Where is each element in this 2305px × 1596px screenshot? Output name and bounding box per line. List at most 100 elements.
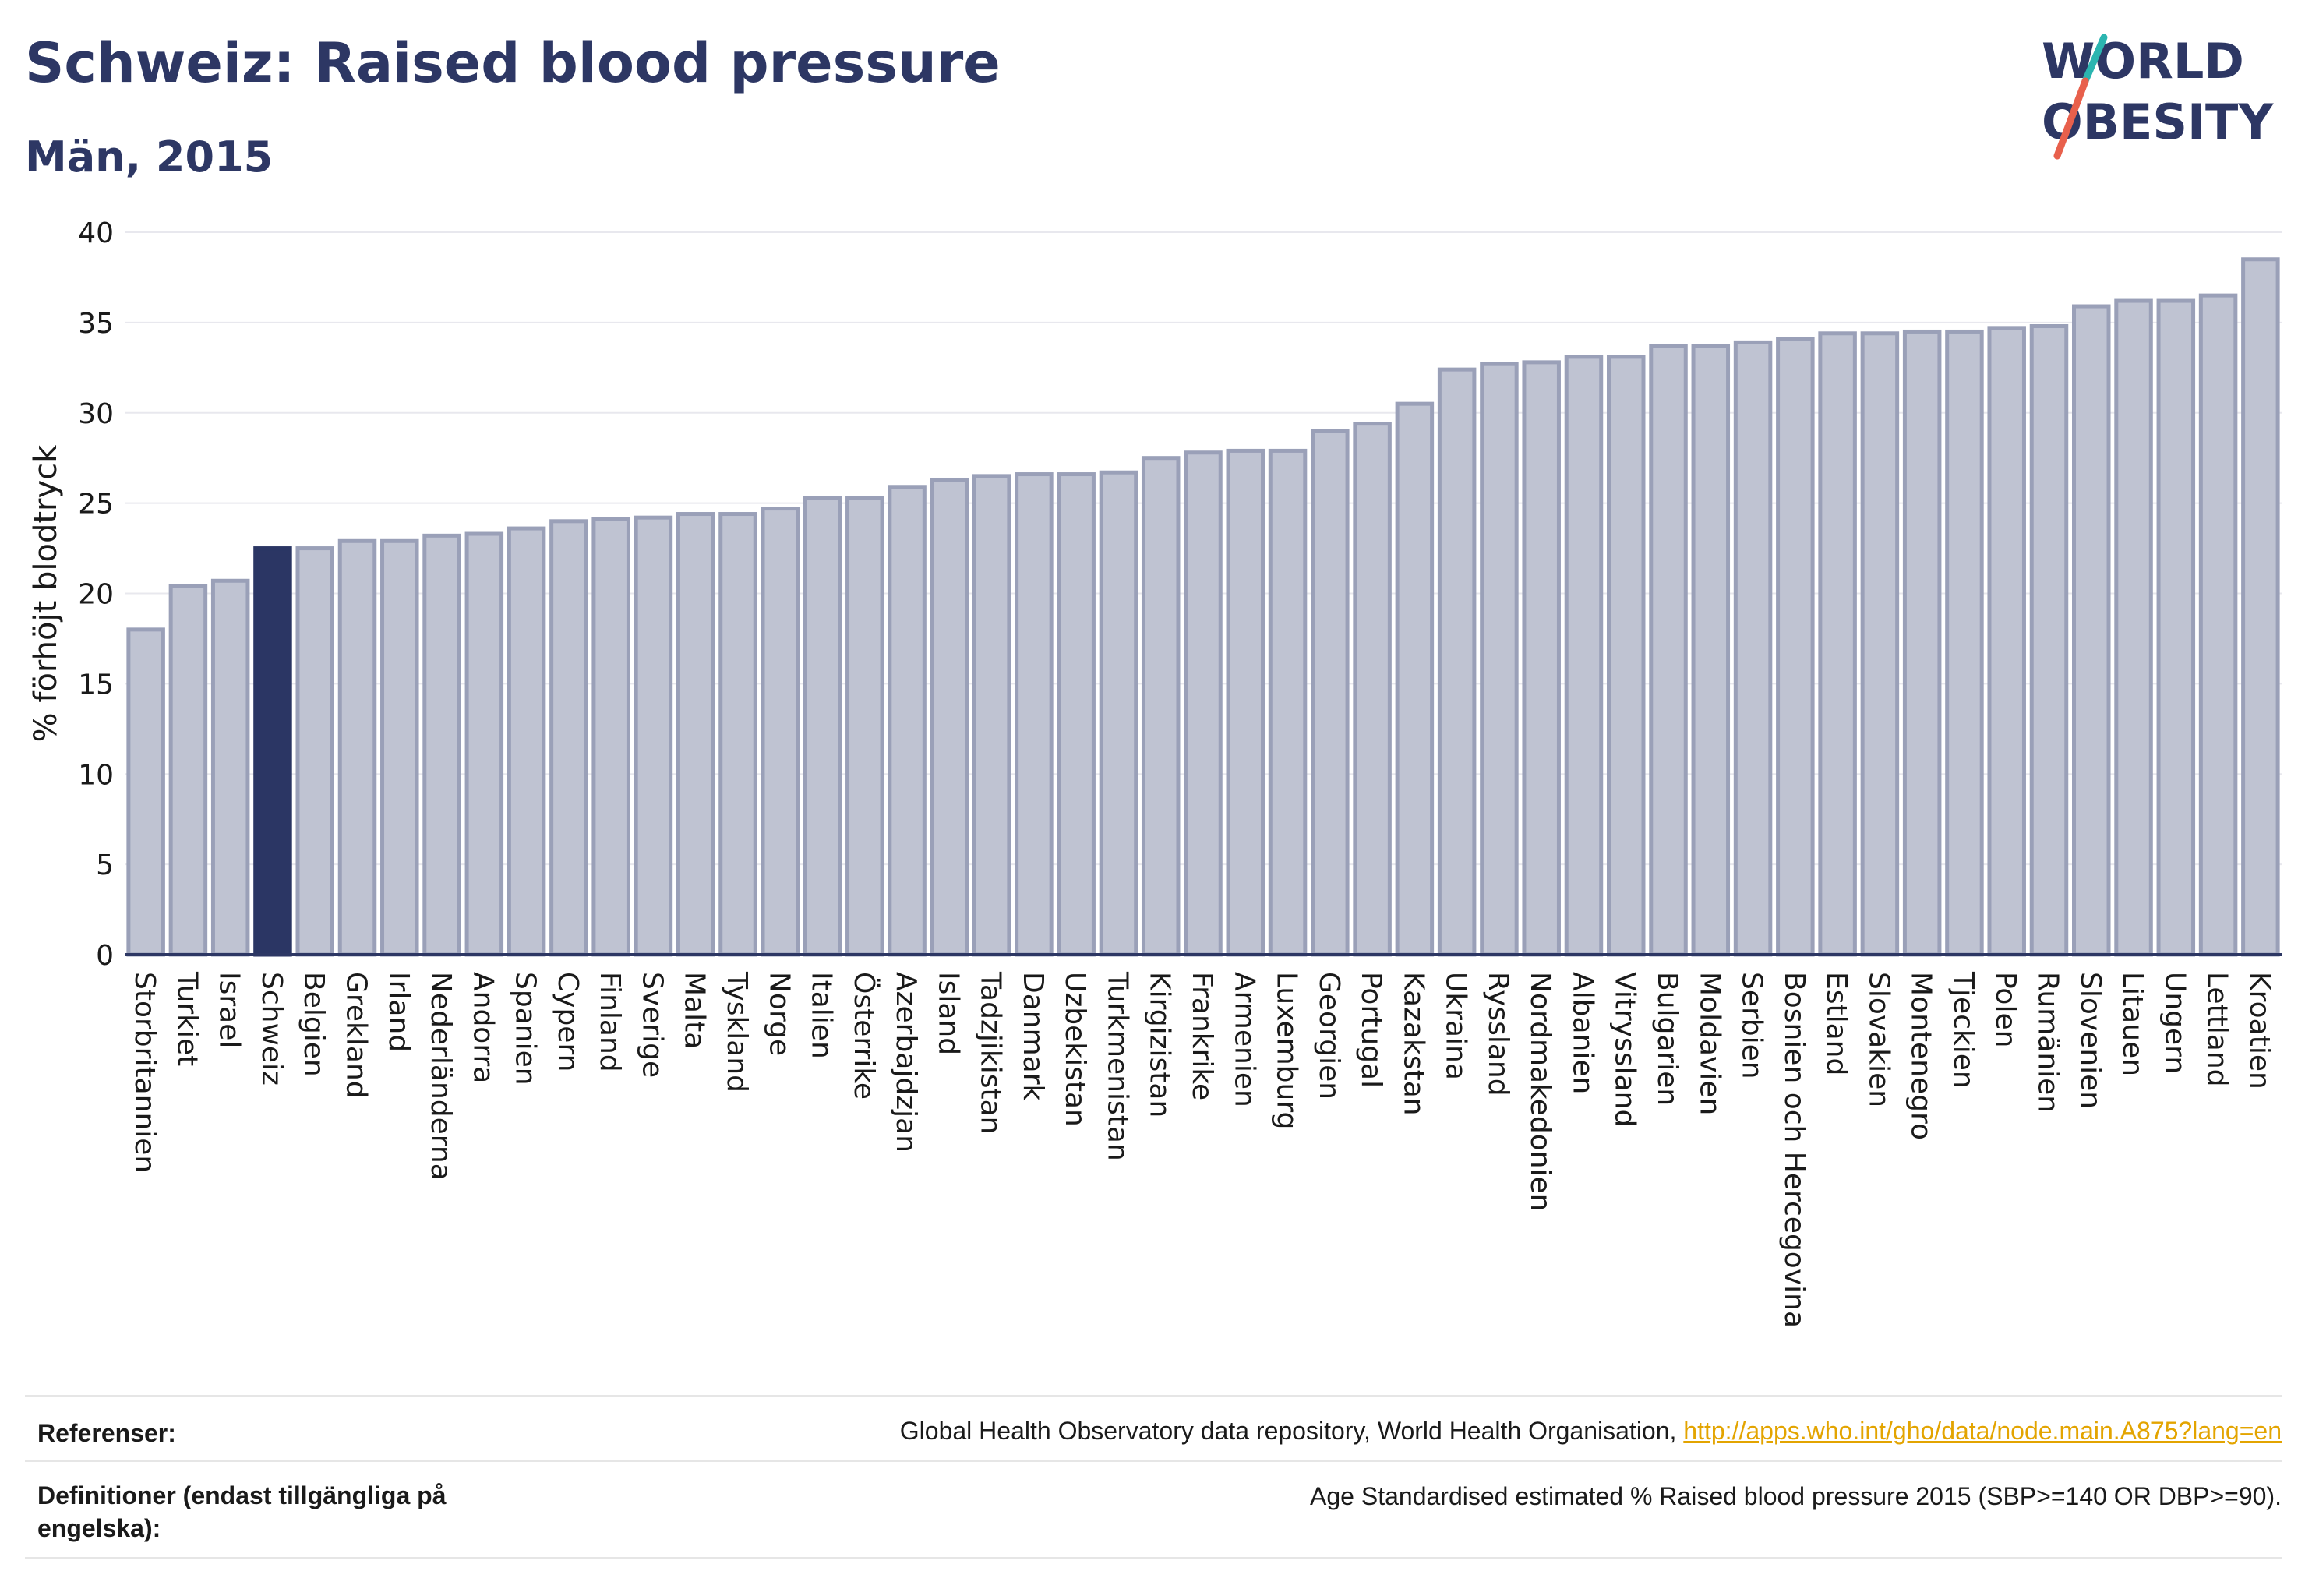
bar-ryssland [1480, 362, 1519, 957]
x-tick-label: Nederländerna [425, 972, 457, 1181]
x-tick-label: Norge [763, 972, 795, 1056]
x-tick-label: Ungern [2159, 972, 2190, 1074]
bar-israel [210, 578, 250, 957]
x-tick-label: Italien [806, 972, 838, 1059]
y-tick-label: 15 [78, 669, 114, 701]
x-tick-label: Estland [1820, 972, 1852, 1075]
y-tick-label: 30 [78, 398, 114, 430]
x-tick-label: Rumänien [2031, 972, 2063, 1113]
x-tick-label: Turkmenistan [1101, 971, 1133, 1161]
bar-norge [761, 507, 800, 957]
x-tick-label: Tyskland [721, 971, 753, 1093]
y-tick-label: 5 [96, 849, 114, 881]
x-tick-label: Lettland [2201, 972, 2233, 1087]
bar-polen [1987, 326, 2026, 957]
x-tick-label: Malta [679, 972, 711, 1049]
y-tick-label: 25 [78, 489, 114, 521]
bar-vitryssland [1606, 355, 1646, 957]
references-text: Global Health Observatory data repositor… [900, 1417, 2282, 1446]
y-tick-label: 35 [78, 308, 114, 340]
bar-luxemburg [1268, 448, 1308, 957]
x-tick-label: Turkiet [171, 971, 203, 1066]
x-tick-label: Finland [594, 972, 626, 1072]
logo-line1: WORLD [2042, 33, 2244, 90]
footer-divider-bottom [25, 1557, 2282, 1559]
chart-subtitle: Män, 2015 [25, 132, 274, 182]
bar-turkiet [168, 584, 208, 957]
x-tick-label: Slovakien [1862, 972, 1894, 1107]
bar-slovakien [1860, 331, 1900, 957]
bar-frankrike [1184, 450, 1223, 957]
bar-kroatien [2241, 257, 2280, 957]
logo-slash-red [2053, 77, 2089, 160]
world-obesity-logo: WORLD OBESITY [2042, 33, 2274, 160]
x-tick-label: Schweiz [256, 972, 288, 1086]
bar-schweiz [253, 546, 292, 957]
x-tick-label: Vitryssland [1609, 972, 1641, 1127]
bar-österrike [845, 496, 884, 957]
x-tick-label: Tjeckien [1947, 971, 1979, 1089]
x-tick-label: Israel [214, 972, 245, 1048]
bar-kirgizistan [1141, 456, 1181, 957]
bar-albanien [1564, 355, 1604, 957]
definitions-label: Definitioner (endast tillgängliga på eng… [37, 1481, 447, 1542]
x-tick-label: Cypern [552, 972, 584, 1072]
bar-tjeckien [1945, 329, 1984, 957]
bar-island [930, 477, 969, 957]
bar-belgien [295, 546, 334, 957]
x-tick-label: Portugal [1355, 972, 1387, 1088]
bar-serbien [1733, 340, 1773, 957]
footer-divider-mid [25, 1460, 2282, 1462]
x-tick-label: Belgien [298, 972, 330, 1077]
x-tick-label: Irland [383, 972, 415, 1052]
bar-rumänien [2029, 324, 2069, 957]
bar-storbritannien [126, 627, 165, 957]
y-axis-label: % förhöjt blodtryck [28, 444, 64, 743]
bar-moldavien [1691, 344, 1731, 957]
x-tick-label: Sverige [636, 972, 668, 1078]
bar-bosnien-och-hercegovina [1776, 337, 1815, 957]
bar-slovenien [2072, 304, 2111, 957]
references-label: Referenser: [37, 1419, 176, 1447]
bar-lettland [2198, 293, 2238, 957]
x-tick-label: Andorra [467, 972, 499, 1083]
x-tick-label: Serbien [1736, 972, 1768, 1079]
bar-finland [591, 517, 630, 957]
x-tick-label: Storbritannien [129, 972, 161, 1173]
x-tick-label: Slovenien [2074, 972, 2106, 1109]
x-tick-label: Österrike [848, 972, 881, 1100]
bar-cypern [549, 519, 588, 957]
x-tick-label: Kroatien [2243, 972, 2275, 1089]
y-tick-label: 40 [78, 217, 114, 249]
bar-georgien [1311, 429, 1350, 957]
y-tick-label: 0 [96, 940, 114, 972]
y-tick-label: 10 [78, 759, 114, 791]
bar-sverige [634, 515, 673, 957]
bar-grekland [337, 538, 377, 957]
bar-estland [1818, 331, 1857, 957]
bar-irland [380, 538, 419, 957]
bar-azerbajdzjan [888, 485, 927, 957]
x-tick-label: Albanien [1566, 972, 1598, 1094]
chart-title: Schweiz: Raised blood pressure [25, 31, 1001, 95]
x-tick-label: Frankrike [1186, 972, 1218, 1100]
x-tick-label: Luxemburg [1271, 972, 1303, 1129]
logo-slash-teal [2081, 34, 2108, 85]
references-link[interactable]: http://apps.who.int/gho/data/node.main.A… [1683, 1417, 2282, 1445]
x-tick-label: Spanien [510, 972, 542, 1086]
x-tick-label: Island [932, 972, 964, 1055]
bar-nederländerna [422, 533, 461, 957]
bar-ungern [2156, 298, 2196, 957]
x-tick-label: Litauen [2116, 972, 2148, 1076]
bar-litauen [2114, 298, 2153, 957]
footer-divider-top [25, 1395, 2282, 1396]
x-tick-label: Armenien [1228, 972, 1260, 1107]
x-tick-label: Azerbajdzjan [890, 972, 922, 1153]
bar-chart: 0 5 10 15 20 25 30 35 40 % förhöjt blodtryck Storb… [28, 217, 2282, 1328]
x-tick-label: Nordmakedonien [1524, 972, 1556, 1211]
bar-andorra [464, 531, 504, 957]
bar-armenien [1226, 448, 1265, 957]
bar-danmark [1015, 472, 1054, 957]
bar-tadzjikistan [972, 474, 1011, 957]
x-tick-label: Tadzjikistan [975, 971, 1007, 1134]
